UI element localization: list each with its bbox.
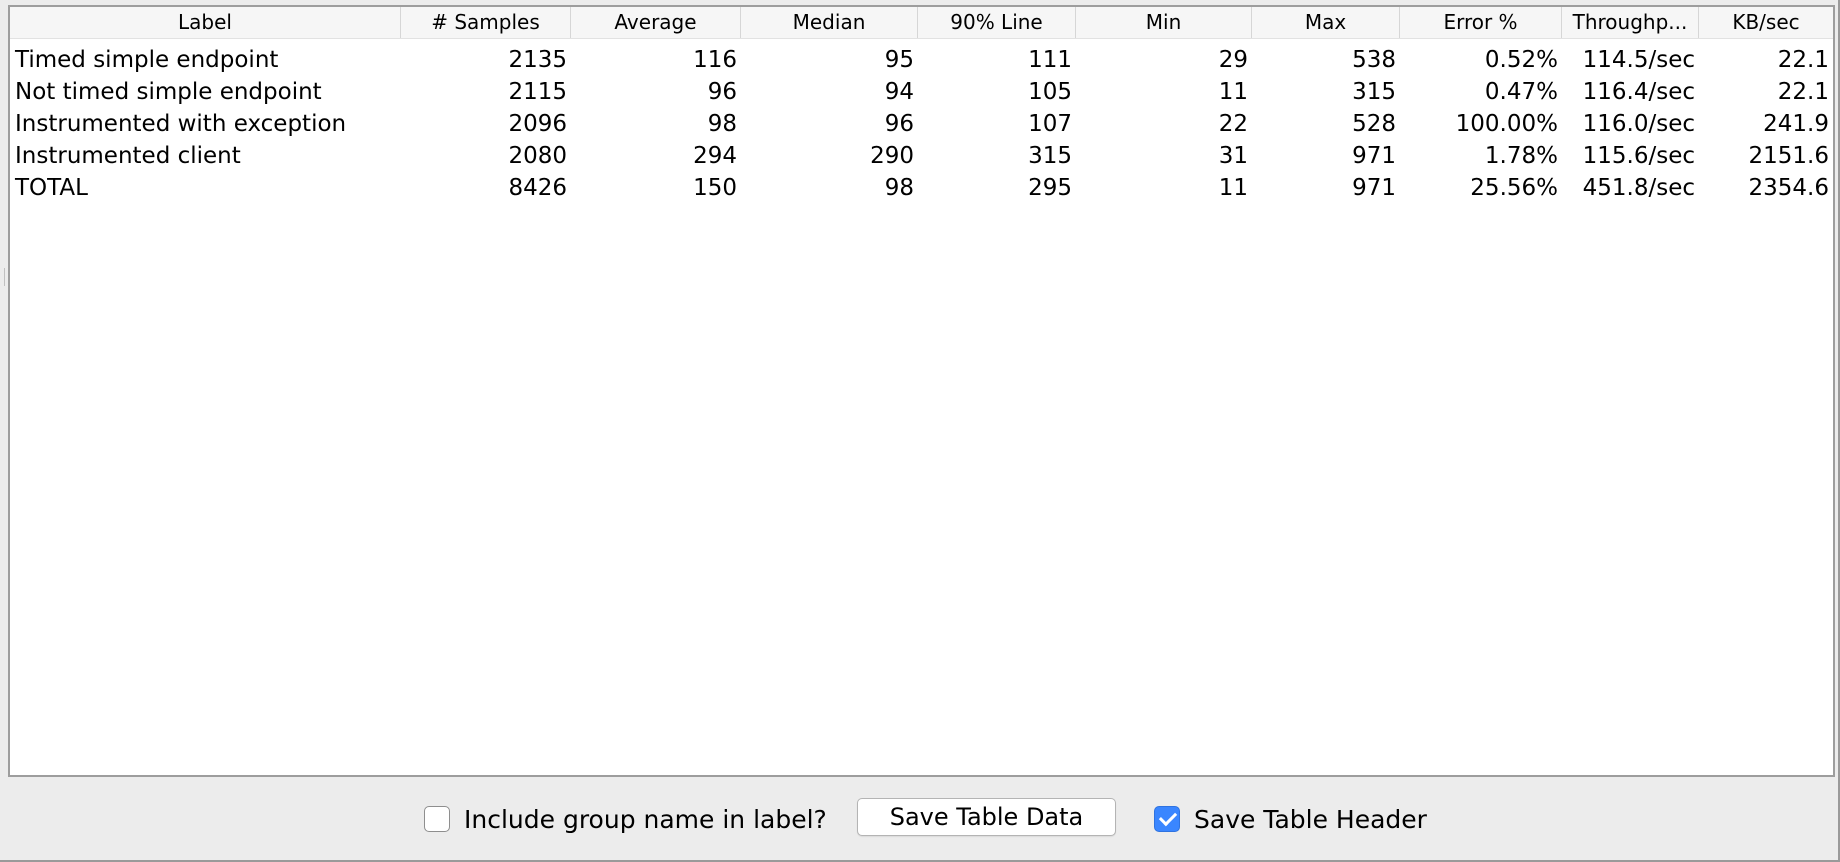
table-options-bar: Include group name in label? Save Table … — [0, 778, 1838, 860]
cell-kb-sec: 241.9 — [1763, 111, 1829, 137]
cell-label: Instrumented client — [15, 143, 241, 169]
cell-max: 315 — [1352, 79, 1396, 105]
cell-min: 31 — [1218, 143, 1248, 169]
cell-samples: 2080 — [508, 143, 567, 169]
cell-min: 11 — [1218, 79, 1248, 105]
column-header-average[interactable]: Average — [571, 7, 741, 38]
cell-kb-sec: 2151.6 — [1748, 143, 1829, 169]
cell-samples: 2135 — [508, 47, 567, 73]
panel-resize-handle[interactable] — [0, 268, 5, 286]
cell-error: 1.78% — [1484, 143, 1558, 169]
column-header-error[interactable]: Error % — [1400, 7, 1562, 38]
cell-samples: 8426 — [508, 175, 567, 201]
column-header-max[interactable]: Max — [1252, 7, 1400, 38]
cell-average: 150 — [693, 175, 737, 201]
cell-error: 25.56% — [1470, 175, 1558, 201]
column-header-throughput[interactable]: Throughp... — [1562, 7, 1699, 38]
cell-90-line: 105 — [1028, 79, 1072, 105]
cell-error: 0.52% — [1484, 47, 1558, 73]
cell-error: 0.47% — [1484, 79, 1558, 105]
cell-90-line: 107 — [1028, 111, 1072, 137]
cell-90-line: 111 — [1028, 47, 1072, 73]
cell-throughput: 114.5/sec — [1582, 47, 1695, 73]
table-row[interactable]: Instrumented with exception 2096 98 96 1… — [10, 108, 1833, 140]
save-table-header-checkbox[interactable] — [1154, 806, 1180, 832]
cell-min: 22 — [1218, 111, 1248, 137]
column-header-kb-sec[interactable]: KB/sec — [1732, 10, 1800, 34]
table-row[interactable]: Instrumented client 2080 294 290 315 31 … — [10, 140, 1833, 172]
cell-throughput: 116.4/sec — [1582, 79, 1695, 105]
cell-samples: 2096 — [508, 111, 567, 137]
cell-kb-sec: 22.1 — [1777, 47, 1829, 73]
cell-average: 116 — [693, 47, 737, 73]
cell-label: TOTAL — [15, 175, 88, 201]
cell-kb-sec: 22.1 — [1777, 79, 1829, 105]
cell-throughput: 451.8/sec — [1582, 175, 1695, 201]
column-header-label[interactable]: Label — [10, 7, 401, 38]
save-header-option[interactable]: Save Table Header — [1154, 778, 1427, 860]
cell-samples: 2115 — [508, 79, 567, 105]
table-header: Label # Samples Average Median 90% Line … — [10, 7, 1833, 39]
cell-min: 11 — [1218, 175, 1248, 201]
cell-median: 95 — [884, 47, 914, 73]
cell-median: 98 — [884, 175, 914, 201]
table-row[interactable]: Timed simple endpoint 2135 116 95 111 29… — [10, 44, 1833, 76]
cell-median: 94 — [884, 79, 914, 105]
cell-average: 294 — [693, 143, 737, 169]
cell-max: 538 — [1352, 47, 1396, 73]
column-header-min[interactable]: Min — [1076, 7, 1252, 38]
cell-label: Timed simple endpoint — [15, 47, 279, 73]
table-row[interactable]: Not timed simple endpoint 2115 96 94 105… — [10, 76, 1833, 108]
column-header-median[interactable]: Median — [741, 7, 918, 38]
include-group-option[interactable]: Include group name in label? — [424, 778, 827, 860]
cell-median: 290 — [870, 143, 914, 169]
cell-throughput: 115.6/sec — [1582, 143, 1695, 169]
save-table-header-label[interactable]: Save Table Header — [1194, 804, 1427, 834]
save-table-data-button[interactable]: Save Table Data — [857, 798, 1116, 836]
cell-max: 971 — [1352, 143, 1396, 169]
cell-kb-sec: 2354.6 — [1748, 175, 1829, 201]
cell-average: 96 — [707, 79, 737, 105]
column-header-samples[interactable]: # Samples — [401, 7, 571, 38]
include-group-checkbox[interactable] — [424, 806, 450, 832]
cell-median: 96 — [884, 111, 914, 137]
cell-max: 971 — [1352, 175, 1396, 201]
results-table: Label # Samples Average Median 90% Line … — [8, 5, 1835, 777]
cell-label: Not timed simple endpoint — [15, 79, 322, 105]
column-header-90-line[interactable]: 90% Line — [918, 7, 1076, 38]
cell-min: 29 — [1218, 47, 1248, 73]
cell-max: 528 — [1352, 111, 1396, 137]
cell-90-line: 295 — [1028, 175, 1072, 201]
cell-label: Instrumented with exception — [15, 111, 347, 137]
cell-throughput: 116.0/sec — [1582, 111, 1695, 137]
include-group-label[interactable]: Include group name in label? — [464, 804, 827, 834]
cell-average: 98 — [707, 111, 737, 137]
cell-error: 100.00% — [1455, 111, 1558, 137]
table-row-total[interactable]: TOTAL 8426 150 98 295 11 971 25.56% 451.… — [10, 172, 1833, 204]
cell-90-line: 315 — [1028, 143, 1072, 169]
